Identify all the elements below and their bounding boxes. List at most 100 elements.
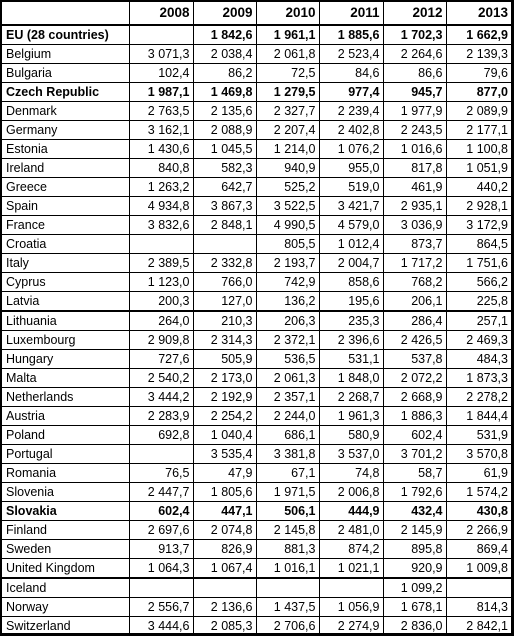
value-cell: 602,4 [128, 501, 193, 521]
value-cell: 2 426,5 [382, 330, 446, 350]
value-cell: 1 751,6 [445, 253, 511, 273]
country-cell: United Kingdom [2, 558, 129, 579]
table-row: Austria 2 283,9 2 254,2 2 244,0 1 961,3 1 886… [2, 406, 511, 426]
value-cell [128, 25, 193, 45]
value-cell: 2 074,8 [192, 520, 256, 540]
value-cell: 461,9 [382, 177, 446, 197]
value-cell: 2 268,7 [318, 387, 383, 407]
table-row: Greece 1 263,2 642,7 525,2 519,0 461,9 440,2 [2, 177, 511, 197]
value-cell: 2 447,7 [128, 482, 193, 502]
value-cell: 2 842,1 [445, 616, 511, 636]
value-cell [128, 234, 193, 254]
year-header: 2012 [382, 2, 446, 26]
value-cell: 1 971,5 [255, 482, 319, 502]
value-cell: 1 040,4 [192, 425, 256, 445]
value-cell: 2 061,8 [255, 44, 319, 64]
value-cell: 3 701,2 [382, 444, 446, 464]
value-cell: 2 239,4 [318, 101, 383, 121]
table-row: Netherlands 3 444,2 2 192,9 2 357,1 2 268,7 2… [2, 387, 511, 407]
value-cell: 2 266,9 [445, 520, 511, 540]
value-cell: 817,8 [382, 158, 446, 178]
value-cell: 195,6 [318, 291, 383, 312]
value-cell: 874,2 [318, 539, 383, 559]
value-cell [255, 578, 319, 598]
value-cell: 206,1 [382, 291, 446, 312]
value-cell: 2 763,5 [128, 101, 193, 121]
table-row: Finland 2 697,6 2 074,8 2 145,8 2 481,0 2 145… [2, 520, 511, 540]
header-blank-cell [2, 2, 129, 26]
table-row: Lithuania 264,0 210,3 206,3 235,3 286,4 257,1 [2, 311, 511, 331]
value-cell: 805,5 [255, 234, 319, 254]
country-cell: Slovakia [2, 501, 129, 521]
value-cell [192, 234, 256, 254]
value-cell: 881,3 [255, 539, 319, 559]
table-row: Latvia 200,3 127,0 136,2 195,6 206,1 225,8 [2, 291, 511, 312]
value-cell: 692,8 [128, 425, 193, 445]
value-cell: 1 016,6 [382, 139, 446, 159]
value-cell: 869,4 [445, 539, 511, 559]
table-row: Czech Republic 1 987,1 1 469,8 1 279,5 977,4… [2, 82, 511, 102]
year-header: 2010 [255, 2, 319, 26]
value-cell: 1 574,2 [445, 482, 511, 502]
value-cell: 3 444,2 [128, 387, 193, 407]
value-cell: 1 430,6 [128, 139, 193, 159]
country-cell: Belgium [2, 44, 129, 64]
value-cell: 873,7 [382, 234, 446, 254]
value-cell: 74,8 [318, 463, 383, 483]
table-row: Malta 2 540,2 2 173,0 2 061,3 1 848,0 2 072,2… [2, 368, 511, 388]
value-cell: 940,9 [255, 158, 319, 178]
value-cell: 72,5 [255, 63, 319, 83]
value-cell: 1 051,9 [445, 158, 511, 178]
value-cell: 2 697,6 [128, 520, 193, 540]
table-row: Estonia 1 430,6 1 045,5 1 214,0 1 076,2 1 016… [2, 139, 511, 159]
value-cell: 286,4 [382, 311, 446, 331]
value-cell: 2 389,5 [128, 253, 193, 273]
table-row: Switzerland 3 444,6 2 085,3 2 706,6 2 274,9 2… [2, 616, 511, 636]
value-cell: 602,4 [382, 425, 446, 445]
value-cell: 47,9 [192, 463, 256, 483]
value-cell: 2 274,9 [318, 616, 383, 636]
value-cell: 3 421,7 [318, 196, 383, 216]
value-cell: 1 848,0 [318, 368, 383, 388]
value-cell: 3 381,8 [255, 444, 319, 464]
header-row: 2008 2009 2010 2011 2012 2013 [2, 2, 511, 26]
value-cell: 1 662,9 [445, 25, 511, 45]
value-cell: 2 928,1 [445, 196, 511, 216]
table-row: Ireland 840,8 582,3 940,9 955,0 817,8 1 051,9 [2, 158, 511, 178]
table-row: Norway 2 556,7 2 136,6 1 437,5 1 056,9 1 678,… [2, 597, 511, 617]
value-cell: 2 332,8 [192, 253, 256, 273]
value-cell: 877,0 [445, 82, 511, 102]
value-cell: 2 088,9 [192, 120, 256, 140]
country-cell: Estonia [2, 139, 129, 159]
value-cell: 531,1 [318, 349, 383, 369]
value-cell: 1 067,4 [192, 558, 256, 579]
value-cell: 2 327,7 [255, 101, 319, 121]
value-cell: 1 792,6 [382, 482, 446, 502]
value-cell: 2 207,4 [255, 120, 319, 140]
country-cell: Iceland [2, 578, 129, 598]
table-row: Bulgaria 102,4 86,2 72,5 84,6 86,6 79,6 [2, 63, 511, 83]
value-cell: 2 089,9 [445, 101, 511, 121]
value-cell: 2 135,6 [192, 101, 256, 121]
value-cell: 2 523,4 [318, 44, 383, 64]
value-cell: 444,9 [318, 501, 383, 521]
value-cell: 3 036,9 [382, 215, 446, 235]
value-cell: 2 706,6 [255, 616, 319, 636]
country-cell: France [2, 215, 129, 235]
country-cell: Luxembourg [2, 330, 129, 350]
table-row: Portugal 3 535,4 3 381,8 3 537,0 3 701,2 3 57… [2, 444, 511, 464]
value-cell: 686,1 [255, 425, 319, 445]
country-cell: Czech Republic [2, 82, 129, 102]
value-cell: 2 072,2 [382, 368, 446, 388]
year-header: 2009 [192, 2, 256, 26]
value-cell: 2 540,2 [128, 368, 193, 388]
value-cell: 1 263,2 [128, 177, 193, 197]
table-row: Croatia 805,5 1 012,4 873,7 864,5 [2, 234, 511, 254]
value-cell: 536,5 [255, 349, 319, 369]
country-cell: Poland [2, 425, 129, 445]
value-cell: 1 021,1 [318, 558, 383, 579]
value-cell: 1 437,5 [255, 597, 319, 617]
value-cell: 826,9 [192, 539, 256, 559]
value-cell: 955,0 [318, 158, 383, 178]
